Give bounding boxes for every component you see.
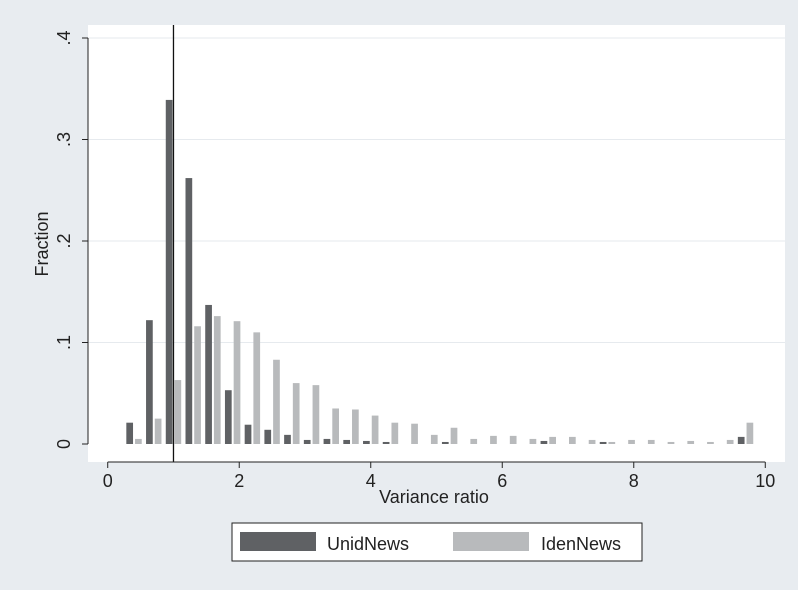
bar-idennews [174, 380, 182, 444]
bar-idennews [746, 422, 754, 444]
bar-unidnews [165, 99, 173, 444]
bar-idennews [312, 385, 320, 444]
legend: UnidNews IdenNews [231, 522, 643, 562]
legend-swatch-idennews [453, 532, 529, 551]
bar-idennews [273, 359, 280, 444]
gridlines [88, 37, 785, 343]
bar-idennews [470, 438, 478, 444]
bar-unidnews [303, 439, 311, 444]
x-tick-label: 2 [234, 471, 244, 491]
y-tick-label: .3 [54, 132, 74, 147]
tick-labels: 0 .1 .2 .3 .4 0 2 4 6 8 10 [54, 30, 775, 491]
bar-idennews [253, 332, 261, 444]
y-tick-label: 0 [54, 439, 74, 449]
bar-idennews [411, 423, 418, 444]
bar-unidnews [146, 320, 153, 444]
bar-idennews [707, 441, 714, 444]
y-tick-label: .4 [54, 30, 74, 45]
plot-area [88, 25, 785, 462]
y-tick-label: .1 [54, 335, 74, 350]
bar-unidnews [363, 440, 370, 444]
bar-unidnews [540, 440, 548, 444]
bar-idennews [647, 439, 655, 444]
bar-unidnews [323, 438, 331, 444]
y-tick-label: .2 [54, 233, 74, 248]
axes [82, 37, 766, 468]
bar-unidnews [244, 424, 252, 444]
bar-idennews [569, 436, 576, 444]
bar-unidnews [224, 390, 232, 444]
x-tick-label: 6 [497, 471, 507, 491]
bar-unidnews [441, 441, 449, 444]
bar-idennews [430, 434, 438, 444]
bar-idennews [529, 438, 537, 444]
bar-idennews [233, 321, 241, 444]
bar-idennews [292, 383, 300, 444]
bar-idennews [608, 441, 616, 444]
bar-unidnews [284, 434, 291, 444]
bar-idennews [332, 408, 339, 444]
bar-unidnews [599, 441, 607, 444]
bar-idennews [490, 435, 497, 444]
x-tick-label: 8 [629, 471, 639, 491]
bars [126, 99, 754, 444]
bar-unidnews [382, 441, 390, 444]
x-tick-label: 4 [366, 471, 376, 491]
bar-idennews [726, 439, 734, 444]
bar-idennews [450, 427, 458, 444]
bar-idennews [135, 438, 142, 444]
bar-idennews [352, 409, 359, 444]
legend-swatch-unidnews [240, 532, 316, 551]
bar-idennews [371, 415, 379, 444]
x-tick-label: 0 [103, 471, 113, 491]
bar-idennews [154, 418, 162, 444]
bar-idennews [509, 435, 517, 444]
bar-idennews [628, 439, 635, 444]
bar-unidnews [205, 304, 212, 444]
bar-unidnews [126, 422, 134, 444]
legend-label-idennews: IdenNews [541, 534, 621, 554]
y-axis-label: Fraction [32, 211, 52, 276]
bar-idennews [194, 326, 201, 444]
bar-unidnews [737, 436, 745, 444]
bar-idennews [549, 436, 556, 444]
bar-idennews [667, 441, 675, 444]
x-axis-label: Variance ratio [379, 487, 489, 507]
x-tick-label: 10 [755, 471, 775, 491]
bar-idennews [687, 440, 695, 444]
bar-idennews [588, 439, 596, 444]
legend-label-unidnews: UnidNews [327, 534, 409, 554]
bar-unidnews [264, 429, 272, 444]
bar-idennews [391, 422, 399, 444]
bar-idennews [213, 316, 221, 444]
bar-unidnews [343, 439, 351, 444]
bar-unidnews [185, 178, 193, 444]
